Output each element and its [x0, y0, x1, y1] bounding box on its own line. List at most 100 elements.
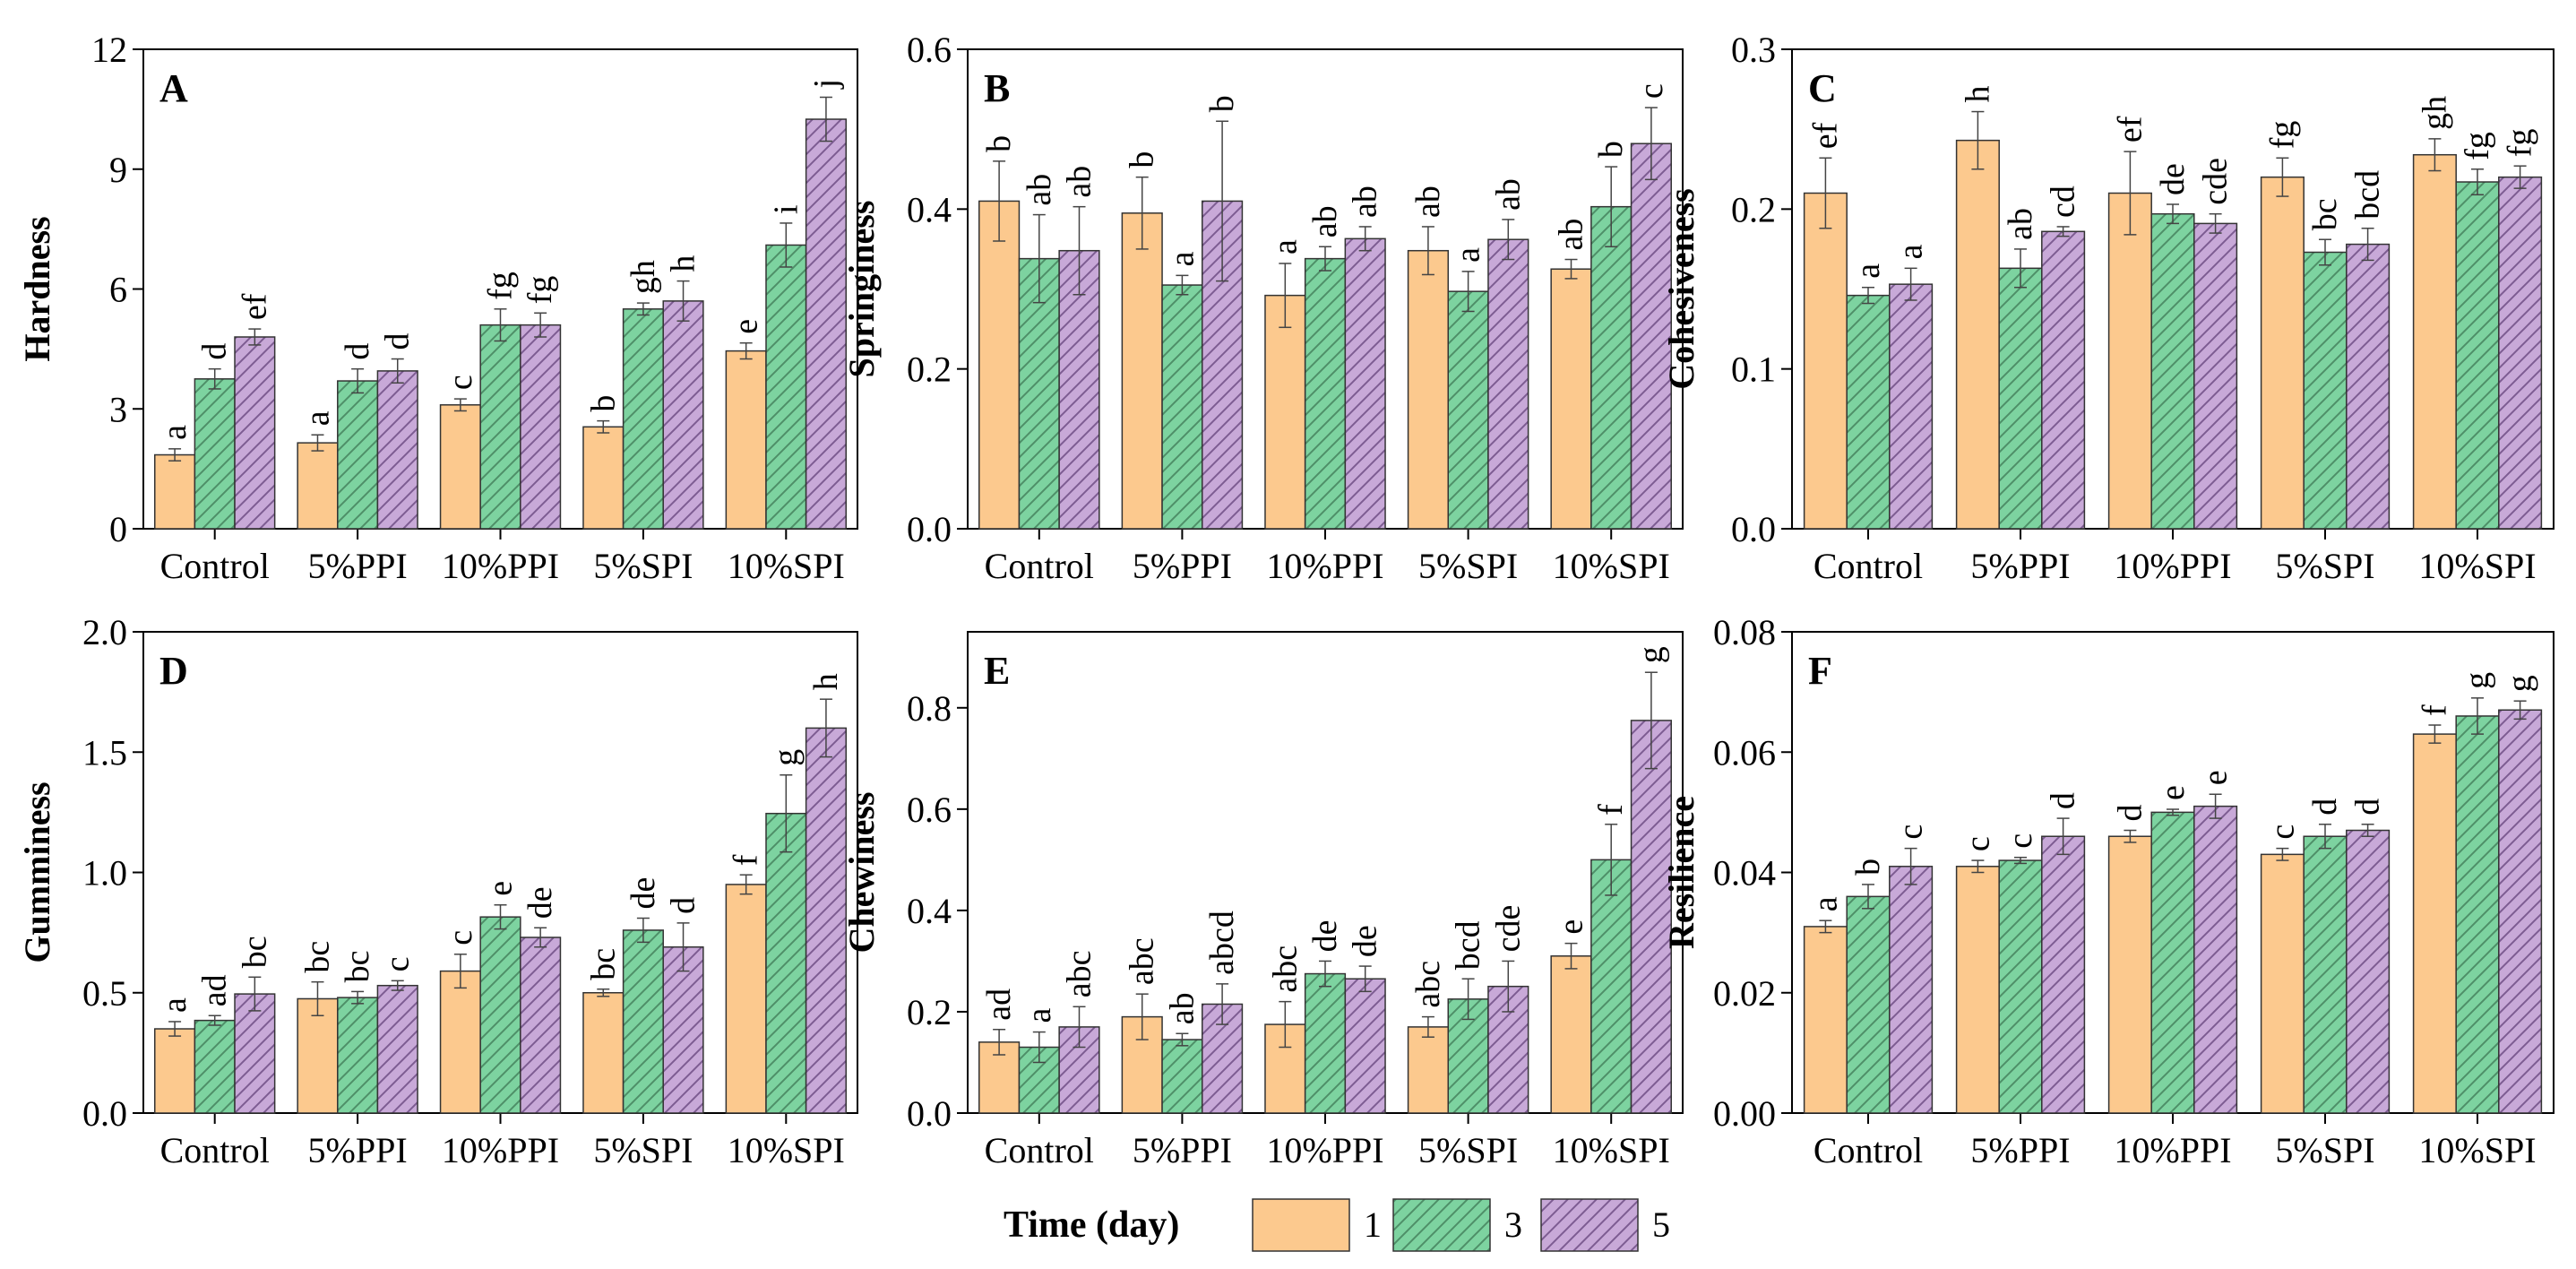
- significance-label: fg: [2263, 121, 2301, 150]
- bar: [2193, 805, 2238, 1114]
- significance-label: a: [1450, 247, 1487, 263]
- significance-label: f: [2416, 704, 2453, 716]
- legend-label: 3: [1504, 1204, 1522, 1245]
- significance-label: b: [1592, 141, 1630, 158]
- significance-label: d: [379, 333, 417, 350]
- significance-label: abc: [1409, 961, 1447, 1008]
- bar: [1121, 212, 1163, 530]
- bar: [1889, 866, 1934, 1114]
- significance-label: de: [521, 886, 559, 919]
- bar: [1344, 978, 1386, 1114]
- bar: [234, 336, 276, 530]
- significance-label: j: [807, 79, 845, 91]
- significance-label: d: [665, 897, 702, 914]
- x-tick-label: Control: [1814, 546, 1923, 586]
- significance-label: c: [442, 930, 479, 945]
- legend-title: Time (day): [1004, 1204, 1179, 1246]
- bar: [2346, 829, 2391, 1114]
- bar: [479, 916, 521, 1114]
- y-axis-label: Hardness: [17, 216, 57, 361]
- significance-label: bc: [298, 941, 336, 973]
- bar: [194, 1019, 236, 1114]
- panel-c: 0.0 0.1 0.2 0.3 Cohesiveness C Control ef aa 5%PP…: [1661, 30, 2554, 586]
- bar: [1846, 895, 1891, 1114]
- bar: [2193, 222, 2238, 530]
- bar: [2107, 835, 2152, 1114]
- x-tick-label: 10%PPI: [2114, 1130, 2231, 1170]
- significance-label: d: [339, 343, 376, 360]
- bar: [2498, 709, 2543, 1114]
- bar: [2412, 733, 2457, 1114]
- x-tick-label: 5%SPI: [2275, 1130, 2374, 1170]
- legend-label: 5: [1652, 1204, 1670, 1245]
- bar: [154, 453, 196, 530]
- bar: [1550, 955, 1592, 1114]
- bar: [1998, 859, 2043, 1114]
- significance-label: bc: [236, 936, 273, 968]
- bar: [1407, 1026, 1450, 1114]
- x-tick-label: 10%PPI: [442, 1130, 559, 1170]
- y-tick-label: 0.6: [907, 30, 952, 70]
- bar: [2150, 212, 2195, 530]
- significance-label: e: [2154, 785, 2192, 800]
- y-tick-label: 0.6: [907, 790, 952, 830]
- significance-label: c: [1959, 836, 1996, 851]
- bar: [1889, 283, 1934, 530]
- significance-label: a: [156, 997, 194, 1013]
- legend-swatch: [1540, 1198, 1639, 1252]
- x-tick-label: 10%SPI: [728, 1130, 845, 1170]
- y-tick-label: 6: [109, 270, 127, 310]
- x-tick-label: Control: [985, 546, 1094, 586]
- bar: [662, 300, 704, 530]
- bar: [1304, 257, 1347, 530]
- significance-label: a: [1021, 1008, 1058, 1023]
- significance-label: ef: [2111, 116, 2149, 142]
- significance-label: ab: [1347, 186, 1384, 218]
- significance-label: ad: [196, 974, 234, 1006]
- bar: [1550, 268, 1592, 530]
- significance-label: a: [1892, 244, 1930, 259]
- bar: [1161, 284, 1203, 530]
- significance-label: cde: [1489, 905, 1527, 953]
- y-tick-label: 0.2: [1731, 189, 1776, 229]
- bar: [154, 1028, 196, 1114]
- bar: [1590, 859, 1633, 1114]
- bar: [337, 997, 379, 1114]
- y-tick-label: 0.4: [907, 891, 952, 931]
- significance-label: e: [482, 881, 520, 896]
- y-axis-label: Gumminess: [17, 781, 57, 963]
- panel-letter: A: [159, 66, 188, 110]
- bar: [1018, 257, 1060, 530]
- x-tick-label: 5%PPI: [1133, 1130, 1232, 1170]
- significance-label: bcd: [1450, 920, 1487, 970]
- significance-label: d: [196, 343, 234, 360]
- x-tick-label: 10%PPI: [1266, 546, 1383, 586]
- bar: [1590, 205, 1633, 530]
- bar: [1407, 249, 1450, 530]
- significance-label: abc: [1060, 951, 1098, 998]
- panel-a: 036912HardnessAControladef5%PPIadd10%PPI…: [17, 30, 858, 586]
- significance-label: ef: [1806, 122, 1844, 149]
- significance-label: b: [1124, 151, 1161, 168]
- x-tick-label: 5%PPI: [308, 1130, 408, 1170]
- bar: [520, 937, 562, 1114]
- x-tick-label: 10%PPI: [2114, 546, 2231, 586]
- x-tick-label: 5%PPI: [1970, 1130, 2070, 1170]
- significance-label: ab: [2002, 208, 2039, 240]
- significance-label: c: [2263, 824, 2301, 840]
- x-tick-label: 10%SPI: [1553, 546, 1670, 586]
- x-tick-label: 10%PPI: [1266, 1130, 1383, 1170]
- significance-label: e: [1553, 919, 1590, 935]
- significance-label: g: [767, 749, 805, 766]
- bar: [479, 324, 521, 530]
- legend-swatch: [1392, 1198, 1491, 1252]
- bar: [978, 200, 1021, 530]
- bar: [1955, 139, 2000, 530]
- bar: [2498, 176, 2543, 530]
- significance-label: a: [1806, 896, 1844, 911]
- legend-swatch: [1252, 1198, 1350, 1252]
- bar: [725, 350, 767, 530]
- bar: [2412, 153, 2457, 530]
